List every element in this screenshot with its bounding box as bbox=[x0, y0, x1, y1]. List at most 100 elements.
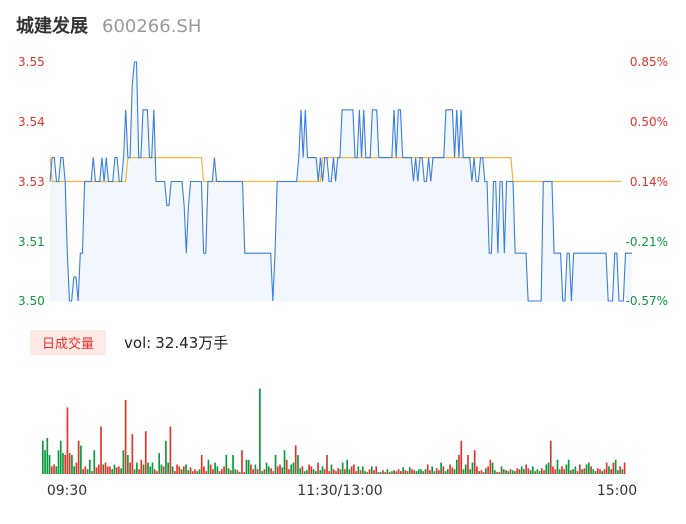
volume-bar bbox=[308, 464, 310, 474]
volume-bar bbox=[357, 466, 360, 474]
volume-value: 32.43万手 bbox=[155, 334, 229, 352]
volume-bar bbox=[491, 462, 494, 474]
volume-bar bbox=[129, 462, 131, 474]
volume-bar bbox=[473, 450, 476, 474]
volume-bar bbox=[379, 472, 382, 474]
volume-bar bbox=[91, 471, 93, 474]
volume-bar bbox=[395, 471, 398, 474]
volume-bar bbox=[127, 455, 129, 474]
volume-bar bbox=[534, 471, 536, 474]
volume-bar bbox=[601, 471, 604, 474]
volume-bar bbox=[227, 468, 230, 474]
y-tick-left: 3.54 bbox=[18, 115, 45, 129]
volume-bar bbox=[493, 470, 496, 474]
volume-bar bbox=[212, 469, 214, 474]
volume-bar bbox=[321, 466, 324, 474]
volume-bar bbox=[283, 450, 286, 474]
volume-bar bbox=[326, 455, 328, 474]
volume-bar bbox=[339, 469, 342, 474]
volume-bar bbox=[346, 459, 348, 474]
time-tick: 09:30 bbox=[47, 483, 87, 499]
volume-bar bbox=[431, 466, 434, 474]
y-tick-right: -0.57% bbox=[626, 294, 668, 308]
volume-bar bbox=[317, 462, 319, 474]
volume-bar bbox=[532, 466, 534, 474]
volume-bar bbox=[209, 464, 212, 474]
volume-bar bbox=[256, 469, 259, 474]
price-area-fill bbox=[50, 62, 632, 301]
volume-bar bbox=[570, 470, 572, 474]
volume-bar bbox=[57, 450, 60, 474]
volume-bar bbox=[200, 455, 203, 474]
volume-bar bbox=[196, 471, 199, 474]
volume-bar bbox=[480, 470, 483, 474]
volume-bar bbox=[77, 440, 80, 474]
volume-bar bbox=[565, 464, 568, 474]
volume-bar bbox=[328, 471, 331, 474]
volume-bar bbox=[147, 462, 149, 474]
volume-bar bbox=[297, 455, 299, 474]
volume-legend: 日成交量 vol: 32.43万手 bbox=[30, 330, 228, 355]
volume-bar bbox=[182, 466, 185, 474]
volume-bar bbox=[433, 471, 436, 474]
stock-name: 城建发展 bbox=[16, 16, 88, 37]
time-tick: 11:30/13:00 bbox=[297, 483, 382, 499]
y-tick-right: 0.85% bbox=[630, 55, 668, 69]
volume-bar bbox=[106, 466, 109, 474]
volume-bar bbox=[135, 462, 138, 474]
volume-bar bbox=[279, 464, 281, 474]
volume-bar bbox=[478, 471, 480, 474]
volume-bar bbox=[225, 455, 228, 474]
volume-bar bbox=[44, 450, 46, 474]
volume-bar bbox=[610, 469, 613, 474]
volume-bar bbox=[388, 472, 391, 474]
volume-bar bbox=[323, 469, 326, 474]
stock-code: 600266.SH bbox=[102, 16, 202, 37]
volume-bar bbox=[614, 459, 617, 474]
volume-bar bbox=[619, 466, 621, 474]
volume-bar bbox=[82, 469, 84, 474]
volume-bar bbox=[498, 472, 501, 474]
volume-bar bbox=[455, 459, 458, 474]
volume-bar bbox=[140, 459, 143, 474]
volume-bar bbox=[393, 470, 395, 474]
volume-bar bbox=[583, 468, 586, 474]
volume-bar bbox=[55, 466, 58, 474]
volume-bar bbox=[216, 466, 219, 474]
volume-bar bbox=[185, 464, 187, 474]
volume-bar bbox=[95, 467, 98, 474]
volume-bar bbox=[160, 464, 163, 474]
volume-bar bbox=[238, 472, 241, 474]
volume-bar bbox=[301, 466, 304, 474]
volume-bar bbox=[464, 464, 467, 474]
volume-bar bbox=[111, 469, 114, 474]
volume-bar bbox=[80, 445, 82, 474]
volume-bar bbox=[247, 459, 250, 474]
volume-bar bbox=[236, 470, 239, 474]
volume-bar bbox=[303, 471, 306, 474]
volume-bar bbox=[364, 471, 366, 474]
average-price-line bbox=[49, 157, 622, 183]
volume-bar bbox=[527, 468, 530, 474]
volume-bar bbox=[359, 470, 362, 474]
volume-bar bbox=[232, 455, 234, 474]
volume-bar bbox=[574, 466, 577, 474]
volume-bar bbox=[178, 466, 181, 474]
volume-bar bbox=[444, 471, 447, 474]
volume-bar bbox=[272, 471, 275, 474]
volume-bar bbox=[174, 471, 176, 474]
volume-bar bbox=[294, 445, 297, 474]
volume-bar bbox=[462, 469, 465, 474]
volume-bar bbox=[355, 471, 357, 474]
volume-bar bbox=[482, 472, 485, 474]
volume-bar bbox=[460, 440, 463, 474]
volume-bar bbox=[511, 470, 514, 474]
volume-bar bbox=[415, 471, 418, 474]
volume-bar bbox=[489, 459, 492, 474]
volume-bar bbox=[523, 469, 525, 474]
volume-bar bbox=[93, 450, 96, 474]
volume-bar bbox=[229, 470, 232, 474]
volume-bar bbox=[162, 466, 165, 474]
volume-bar bbox=[507, 471, 510, 474]
volume-bar bbox=[397, 469, 400, 474]
